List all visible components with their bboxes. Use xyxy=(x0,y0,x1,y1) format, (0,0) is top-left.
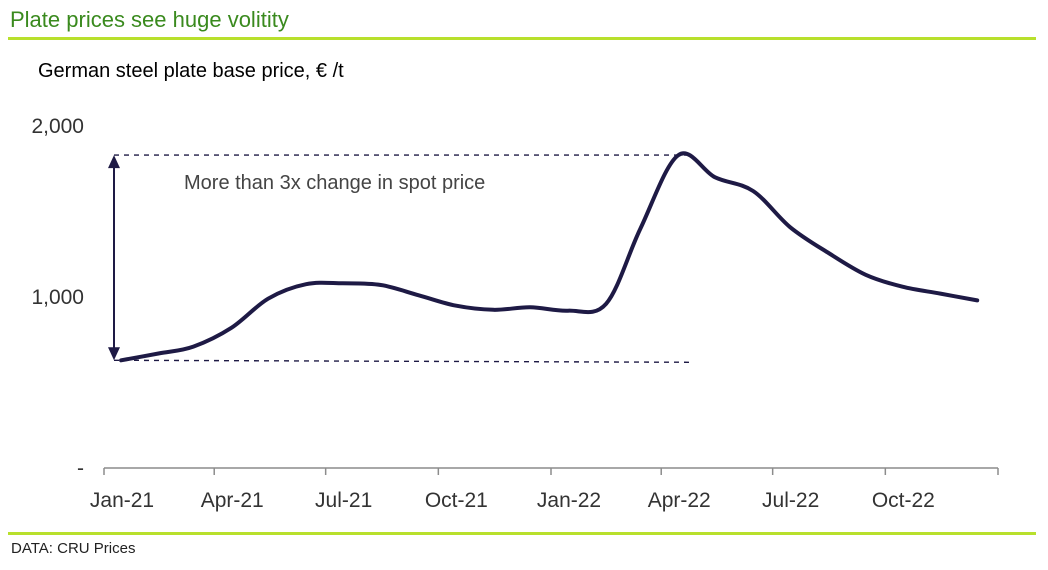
x-tick-label: Oct-22 xyxy=(872,489,935,512)
x-tick-label: Jul-22 xyxy=(762,489,819,512)
x-tick-label: Apr-21 xyxy=(201,489,264,512)
series-layer xyxy=(119,151,980,363)
annotation-label: More than 3x change in spot price xyxy=(184,172,485,194)
y-tick-label: - xyxy=(77,457,84,480)
x-tick-label: Oct-21 xyxy=(425,489,488,512)
page-title: Plate prices see huge volitity xyxy=(10,7,289,32)
source-note: DATA: CRU Prices xyxy=(11,540,136,557)
x-tick-label: Jan-22 xyxy=(537,489,601,512)
x-tick-label: Apr-22 xyxy=(648,489,711,512)
annotation: More than 3x change in spot price xyxy=(108,154,691,363)
y-tick-label: 2,000 xyxy=(31,115,84,138)
x-tick-label: Jul-21 xyxy=(315,489,372,512)
title-divider xyxy=(8,37,1036,40)
y-tick-label: 1,000 xyxy=(31,286,84,309)
chart-title: German steel plate base price, € /t xyxy=(38,60,344,82)
annotation-arrow-up-head xyxy=(108,155,120,169)
price-series-line xyxy=(119,151,980,363)
x-axis: Jan-21 Apr-21 Jul-21 Oct-21 Jan-22 Apr-22 Jul-… xyxy=(90,467,999,512)
x-tick-label: Jan-21 xyxy=(90,489,154,512)
footer-divider xyxy=(8,532,1036,535)
y-axis-ticks: - 1,000 2,000 xyxy=(31,115,84,480)
annotation-arrow-down-head xyxy=(108,347,120,361)
annotation-lower-dashed-line xyxy=(113,359,691,363)
